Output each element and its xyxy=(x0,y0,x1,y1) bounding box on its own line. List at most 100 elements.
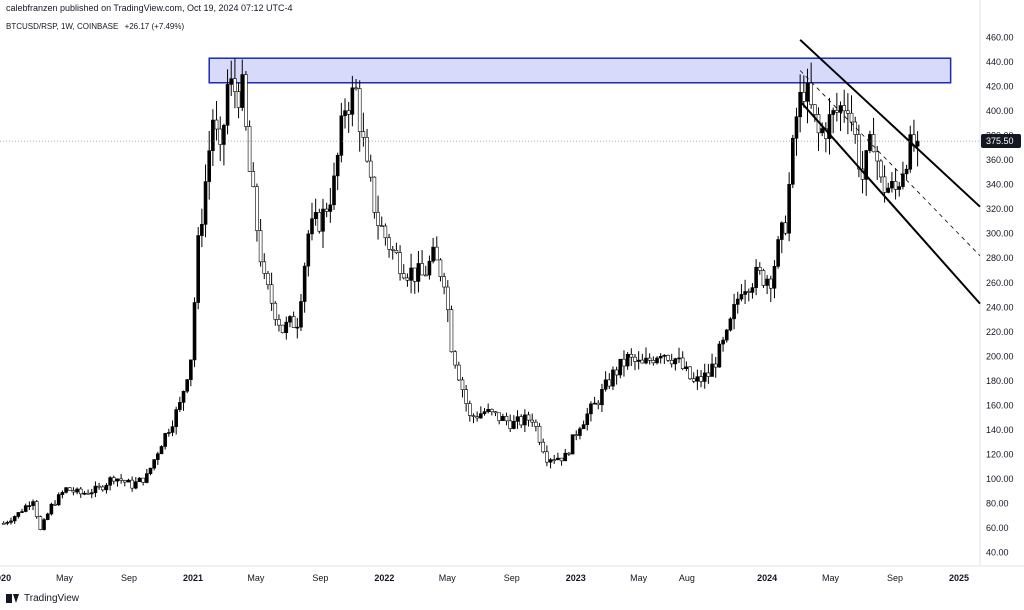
candle-body xyxy=(137,477,142,483)
candle-body xyxy=(592,402,597,405)
candle-body xyxy=(277,319,281,326)
candle-body xyxy=(464,389,468,404)
candle-body xyxy=(145,473,149,483)
candle-body xyxy=(86,492,90,495)
candle-body xyxy=(291,316,296,328)
candle-body xyxy=(60,492,65,495)
channel-line xyxy=(799,39,981,208)
symbol-change: +26.17 (+7.49%) xyxy=(124,22,185,31)
candle-body xyxy=(387,237,391,250)
candle-body xyxy=(71,490,76,493)
candle-body xyxy=(321,208,325,232)
candle-body xyxy=(585,413,590,425)
candle-body xyxy=(614,369,619,376)
candle-body xyxy=(269,284,274,304)
candle-body xyxy=(163,433,167,447)
candle-body xyxy=(600,389,604,406)
candle-body xyxy=(655,357,659,364)
candle-body xyxy=(295,326,300,329)
x-tick-label: May xyxy=(56,573,74,583)
candle-body xyxy=(16,512,21,517)
candle-body xyxy=(89,492,94,495)
candle-body xyxy=(706,372,711,377)
candle-body xyxy=(879,160,883,178)
candle-body xyxy=(31,501,35,506)
candle-body xyxy=(625,353,630,367)
candle-body xyxy=(401,273,406,279)
candle-body xyxy=(453,351,457,366)
y-tick-label: 420.00 xyxy=(986,81,1014,91)
candle-body xyxy=(97,485,101,488)
candle-body xyxy=(196,235,201,303)
candle-body xyxy=(479,413,483,419)
candle-body xyxy=(412,267,417,282)
x-tick-label: 2023 xyxy=(566,573,586,583)
candle-body xyxy=(713,363,718,368)
candle-body xyxy=(802,91,806,102)
tradingview-logo-icon xyxy=(6,594,20,603)
candle-body xyxy=(423,274,428,277)
candle-body xyxy=(211,119,215,151)
y-tick-label: 120.00 xyxy=(986,450,1014,460)
candle-body xyxy=(607,379,612,387)
x-tick-label: Sep xyxy=(312,573,328,583)
candle-body xyxy=(530,419,535,423)
candle-body xyxy=(225,84,230,126)
candle-body xyxy=(299,301,303,328)
candle-body xyxy=(100,486,105,491)
candle-body xyxy=(746,291,751,293)
candle-body xyxy=(185,379,189,392)
candle-body xyxy=(78,488,83,495)
candle-body xyxy=(38,516,43,530)
candle-body xyxy=(831,110,835,115)
candle-body xyxy=(750,287,755,293)
candle-body xyxy=(754,266,758,288)
candle-body xyxy=(75,488,79,493)
candle-body xyxy=(673,358,678,365)
candle-body xyxy=(570,434,575,455)
candle-body xyxy=(167,432,171,434)
candle-body xyxy=(915,140,920,147)
candle-body xyxy=(761,270,766,286)
candle-body xyxy=(629,353,634,358)
candle-body xyxy=(445,286,450,311)
candle-body xyxy=(636,359,641,362)
x-tick-label: May xyxy=(247,573,265,583)
candle-body xyxy=(1,522,6,525)
y-tick-label: 340.00 xyxy=(986,180,1014,190)
candle-body xyxy=(563,452,568,462)
candle-body xyxy=(82,492,87,495)
candle-body xyxy=(897,186,902,190)
candle-body xyxy=(669,360,674,365)
candle-body xyxy=(890,180,894,189)
candle-body xyxy=(882,176,887,193)
candle-body xyxy=(233,78,237,92)
candle-body xyxy=(779,222,784,240)
candle-body xyxy=(618,358,623,376)
candle-body xyxy=(552,459,557,461)
candle-body xyxy=(200,224,204,236)
candle-body xyxy=(416,263,421,282)
candle-body xyxy=(192,302,197,361)
candle-body xyxy=(174,409,178,427)
candle-body xyxy=(603,379,608,390)
candle-body xyxy=(12,516,17,522)
candle-body xyxy=(405,277,410,281)
candle-body xyxy=(559,457,564,462)
candle-body xyxy=(376,212,380,226)
candle-body xyxy=(633,356,637,362)
resistance-zone xyxy=(208,57,952,84)
candle-body xyxy=(67,487,72,491)
candle-body xyxy=(449,309,454,353)
candle-body xyxy=(115,478,120,482)
candle-body xyxy=(181,390,186,403)
candle-body xyxy=(178,402,182,410)
candle-body xyxy=(258,230,263,263)
candle-body xyxy=(247,126,252,172)
x-tick-label: 2020 xyxy=(0,573,11,583)
candle-body xyxy=(717,343,722,368)
x-tick-label: May xyxy=(630,573,648,583)
candle-body xyxy=(313,212,318,220)
candle-body xyxy=(42,519,46,530)
